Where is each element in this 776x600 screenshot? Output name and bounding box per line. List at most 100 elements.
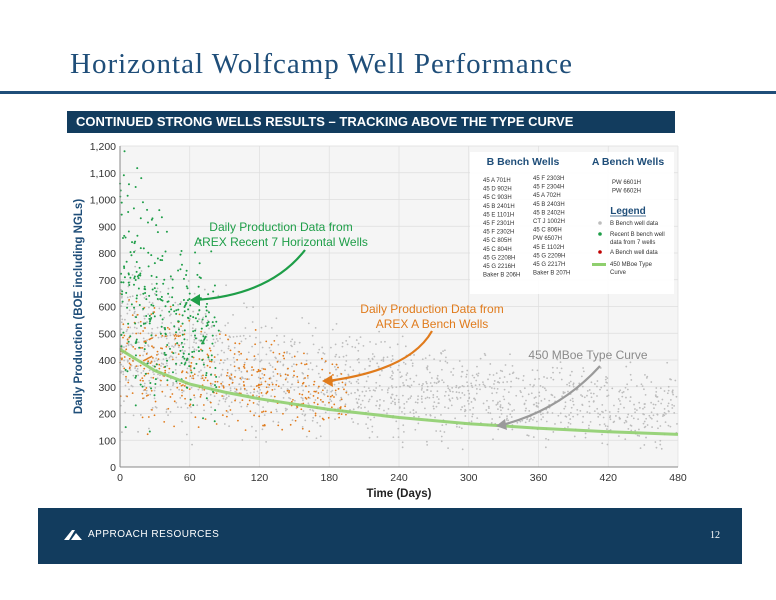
- b-bench-point: [618, 399, 621, 402]
- b-bench-point: [528, 418, 531, 421]
- b-bench-point: [314, 399, 317, 401]
- b-bench-point: [442, 381, 445, 384]
- b-bench-well-label: 45 E 1102H: [533, 245, 564, 251]
- b-bench-point: [475, 373, 478, 376]
- b-bench-point: [132, 414, 135, 417]
- a-bench-point: [263, 374, 266, 376]
- b-bench-point: [124, 318, 126, 321]
- a-bench-point: [144, 327, 146, 329]
- b-bench-point: [369, 340, 371, 343]
- b-bench-point: [390, 402, 393, 405]
- recent-point: [152, 304, 155, 307]
- recent-point: [186, 386, 189, 389]
- b-bench-point: [226, 368, 229, 371]
- b-bench-point: [615, 415, 617, 417]
- a-bench-point: [135, 365, 138, 368]
- b-bench-point: [572, 385, 575, 388]
- b-bench-point: [569, 380, 572, 383]
- b-bench-point: [656, 413, 659, 416]
- b-bench-point: [357, 378, 360, 381]
- b-bench-point: [225, 396, 228, 399]
- b-bench-point: [436, 395, 439, 398]
- b-bench-point: [650, 417, 653, 420]
- b-bench-point: [482, 381, 484, 384]
- b-bench-point: [537, 406, 539, 408]
- b-bench-point: [254, 412, 257, 414]
- b-bench-point: [633, 403, 635, 406]
- b-bench-point: [621, 391, 624, 394]
- b-bench-point: [126, 296, 129, 299]
- b-bench-point: [545, 420, 548, 423]
- b-bench-well-label: 45 C 806H: [533, 228, 562, 234]
- b-bench-point: [247, 351, 250, 354]
- b-bench-point: [579, 409, 582, 412]
- b-bench-point: [227, 322, 229, 324]
- b-bench-point: [534, 396, 537, 399]
- b-bench-point: [383, 409, 385, 412]
- b-bench-well-label: 45 C 903H: [483, 195, 512, 201]
- recent-point: [146, 221, 149, 224]
- b-bench-point: [243, 361, 246, 364]
- b-bench-point: [142, 354, 144, 357]
- b-bench-point: [169, 388, 172, 391]
- b-bench-point: [275, 379, 278, 382]
- b-bench-point: [420, 395, 423, 398]
- a-bench-point: [164, 369, 167, 372]
- b-bench-point: [634, 429, 637, 432]
- annotation-type-curve-line: 450 MBoe Type Curve: [528, 348, 648, 362]
- b-bench-point: [495, 372, 498, 375]
- recent-point: [128, 284, 131, 287]
- b-bench-point: [552, 378, 555, 381]
- a-bench-point: [271, 383, 274, 386]
- b-bench-point: [143, 382, 146, 385]
- a-bench-point: [180, 384, 183, 387]
- a-bench-point: [200, 348, 202, 351]
- a-bench-point: [331, 363, 334, 366]
- a-bench-point: [343, 388, 345, 391]
- y-tick-label: 400: [98, 355, 116, 367]
- b-bench-point: [570, 370, 573, 373]
- b-bench-point: [334, 355, 337, 358]
- b-bench-point: [355, 398, 358, 400]
- b-bench-point: [495, 403, 498, 406]
- a-bench-point: [132, 360, 134, 362]
- b-bench-point: [420, 398, 423, 400]
- b-bench-point: [569, 374, 572, 377]
- b-bench-point: [207, 358, 210, 361]
- b-bench-point: [277, 343, 280, 346]
- b-bench-point: [307, 402, 310, 405]
- b-bench-point: [403, 403, 406, 405]
- b-bench-point: [659, 439, 662, 442]
- b-bench-point: [231, 379, 234, 381]
- b-bench-point: [261, 367, 264, 370]
- a-bench-point: [238, 342, 241, 345]
- b-bench-point: [127, 379, 130, 382]
- b-bench-point: [306, 352, 309, 355]
- b-bench-point: [159, 290, 162, 293]
- b-bench-point: [368, 436, 371, 439]
- b-bench-point: [169, 334, 172, 337]
- a-bench-point: [216, 380, 219, 383]
- b-bench-point: [500, 413, 503, 415]
- b-bench-point: [440, 368, 443, 371]
- b-bench-point: [265, 441, 268, 443]
- recent-point: [213, 420, 216, 423]
- a-bench-point: [150, 313, 153, 316]
- b-bench-point: [596, 380, 599, 382]
- b-bench-point: [386, 391, 389, 394]
- recent-point: [173, 310, 176, 313]
- b-bench-point: [664, 421, 667, 424]
- a-bench-point: [293, 374, 295, 377]
- b-bench-point: [498, 381, 501, 384]
- b-bench-point: [540, 418, 543, 421]
- b-bench-point: [590, 392, 592, 395]
- recent-point: [146, 208, 149, 211]
- b-bench-point: [256, 390, 259, 393]
- recent-point: [163, 351, 166, 354]
- b-bench-point: [244, 337, 247, 340]
- recent-point: [146, 362, 149, 365]
- b-bench-point: [506, 415, 508, 418]
- recent-point: [206, 302, 209, 305]
- b-bench-point: [164, 395, 167, 398]
- b-bench-point: [655, 387, 658, 389]
